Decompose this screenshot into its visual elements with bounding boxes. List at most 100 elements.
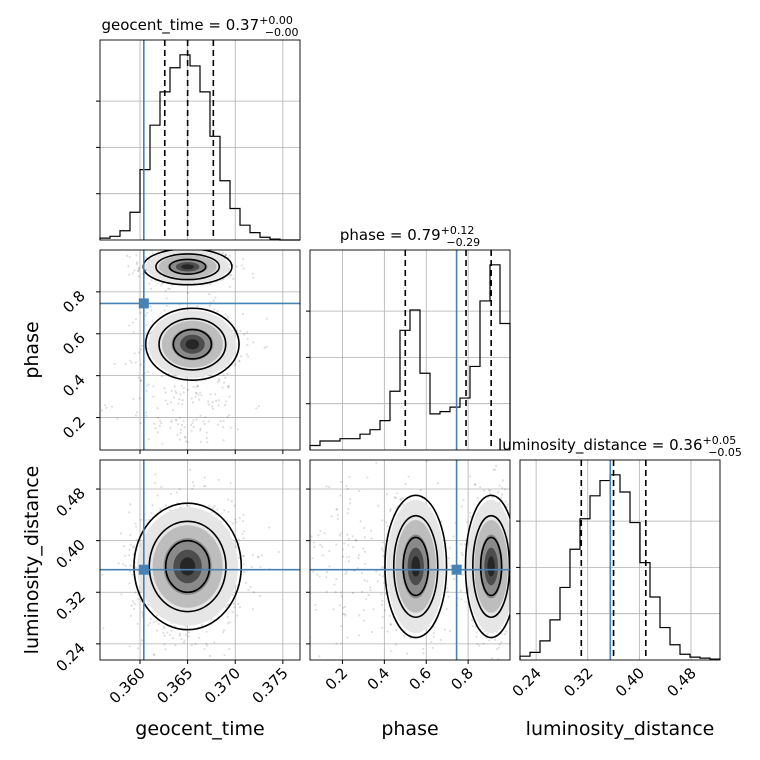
sample-point — [133, 352, 136, 355]
sample-point — [365, 598, 368, 601]
sample-point — [447, 595, 450, 598]
sample-point — [366, 580, 369, 583]
sample-point — [194, 391, 197, 395]
sample-point — [194, 395, 197, 398]
sample-point — [181, 453, 183, 455]
sample-point — [146, 347, 150, 350]
sample-point — [217, 478, 220, 481]
sample-point — [160, 375, 163, 378]
sample-point — [479, 666, 481, 668]
histogram-luminosity_distance — [519, 474, 721, 660]
sample-point — [511, 641, 513, 643]
sample-point — [132, 545, 135, 548]
sample-point — [512, 624, 514, 626]
sample-point — [260, 554, 264, 557]
xlabel-luminosity-distance: luminosity_distance — [526, 718, 715, 740]
sample-point — [187, 631, 190, 634]
sample-point — [164, 391, 167, 394]
sample-point — [432, 635, 435, 638]
sample-point — [238, 360, 241, 363]
sample-point — [513, 588, 515, 590]
sample-point — [214, 393, 217, 396]
sample-point — [349, 502, 352, 505]
sample-point — [208, 293, 211, 296]
sample-point — [224, 376, 227, 379]
sample-point — [214, 513, 218, 516]
sample-point — [140, 611, 143, 614]
sample-point — [169, 426, 172, 429]
sample-point — [223, 381, 226, 384]
sample-point — [187, 635, 190, 638]
sample-point — [144, 518, 147, 522]
sample-point — [258, 594, 261, 598]
sample-point — [226, 372, 229, 375]
sample-point — [199, 429, 202, 432]
sample-point — [436, 482, 440, 485]
sample-point — [443, 628, 446, 631]
sample-point — [147, 624, 150, 627]
sample-point — [380, 603, 383, 606]
sample-point — [128, 511, 131, 514]
sample-point — [340, 480, 343, 484]
sample-point — [146, 312, 149, 315]
sample-point — [238, 516, 241, 520]
sample-point — [165, 504, 168, 507]
sample-point — [236, 428, 239, 431]
sample-point — [141, 639, 144, 642]
sample-point — [207, 403, 210, 406]
sample-point — [229, 481, 232, 484]
sample-point — [128, 273, 131, 276]
sample-point — [342, 555, 345, 558]
sample-point — [404, 665, 406, 667]
sample-point — [495, 465, 498, 468]
sample-point — [157, 622, 160, 626]
sample-point — [515, 459, 517, 461]
sample-point — [209, 393, 212, 396]
sample-point — [230, 500, 233, 503]
sample-point — [363, 526, 366, 530]
sample-point — [145, 256, 148, 259]
sample-point — [232, 277, 235, 280]
sample-point — [498, 484, 501, 487]
sample-point — [160, 421, 163, 425]
sample-point — [206, 441, 209, 444]
sample-point — [346, 512, 349, 515]
sample-point — [498, 643, 501, 646]
panel-frame — [99, 459, 301, 661]
sample-point — [514, 557, 516, 559]
sample-point — [213, 641, 216, 644]
sample-point — [113, 362, 116, 365]
sample-point — [212, 299, 215, 302]
sample-point — [135, 525, 138, 528]
density-contour — [164, 539, 211, 594]
sample-point — [139, 348, 142, 351]
sample-point — [516, 522, 518, 524]
title-phase: phase = 0.79+0.12 −0.29 — [340, 224, 480, 249]
panel-geocent_time-luminosity_distance — [101, 468, 280, 658]
sample-point — [448, 546, 451, 550]
density-contour — [172, 328, 213, 360]
sample-point — [122, 563, 125, 566]
sample-point — [228, 274, 231, 277]
sample-point — [497, 658, 500, 660]
sample-point — [170, 629, 173, 632]
sample-point — [179, 428, 182, 431]
ylabel-phase: phase — [21, 321, 43, 378]
sample-point — [276, 606, 278, 608]
sample-point — [228, 413, 231, 417]
sample-point — [471, 625, 474, 628]
density-contour — [155, 253, 221, 281]
sample-point — [366, 476, 369, 479]
xtick-geocent_time-1: 0.365 — [153, 664, 196, 707]
sample-point — [369, 589, 372, 592]
sample-point — [315, 608, 318, 611]
sample-point — [347, 508, 350, 511]
sample-point — [161, 442, 164, 445]
sample-point — [469, 511, 472, 514]
sample-point — [156, 407, 159, 410]
sample-point — [192, 247, 194, 249]
sample-point — [523, 546, 525, 548]
sample-point — [184, 242, 186, 244]
sample-point — [479, 485, 482, 489]
sample-point — [151, 320, 154, 323]
